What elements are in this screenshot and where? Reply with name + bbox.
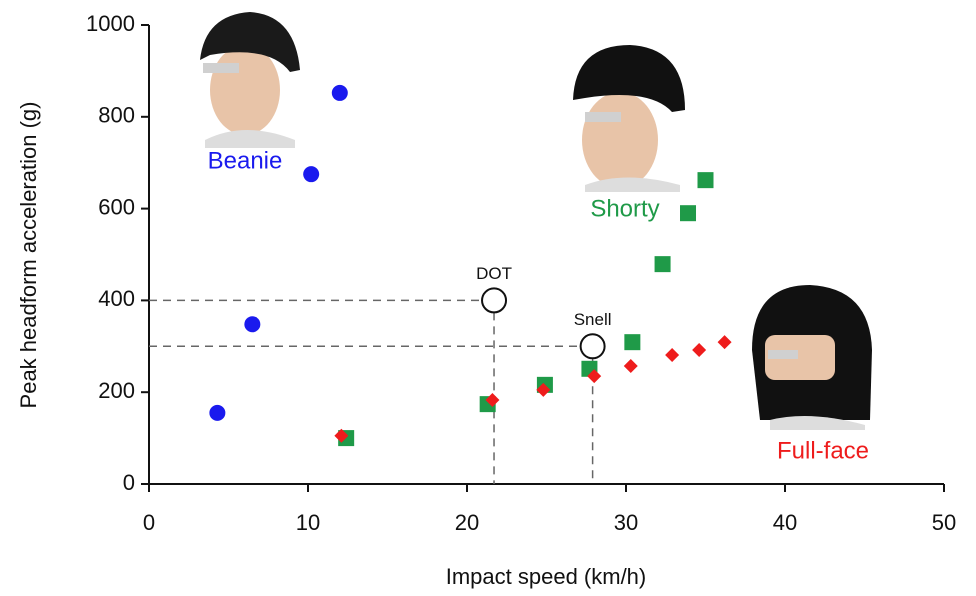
point <box>587 369 602 384</box>
y-tick-label: 400 <box>98 286 135 311</box>
point <box>303 166 320 183</box>
x-tick-label: 0 <box>143 510 155 535</box>
y-tick-label: 800 <box>98 103 135 128</box>
point <box>692 342 707 357</box>
point <box>665 348 680 363</box>
point <box>536 382 551 397</box>
x-tick-label: 10 <box>296 510 320 535</box>
helmet-full-face-photo <box>752 285 872 430</box>
x-axis-label: Impact speed (km/h) <box>446 564 647 589</box>
point <box>334 428 349 443</box>
reference-point <box>481 287 508 314</box>
series-label: Beanie <box>208 147 283 174</box>
x-tick-label: 50 <box>932 510 956 535</box>
point <box>680 205 697 222</box>
point <box>624 334 641 351</box>
y-tick-label: 200 <box>98 378 135 403</box>
x-tick-label: 20 <box>455 510 479 535</box>
point <box>623 359 638 374</box>
x-tick-label: 30 <box>614 510 638 535</box>
point <box>209 404 226 421</box>
helmet-shorty-photo <box>573 45 685 192</box>
point <box>244 316 261 333</box>
reference-point <box>579 333 606 360</box>
y-tick-label: 0 <box>123 470 135 495</box>
y-axis-label: Peak headform acceleration (g) <box>16 102 41 409</box>
point <box>485 393 500 408</box>
x-tick-label: 40 <box>773 510 797 535</box>
reference-label: Snell <box>574 310 612 329</box>
y-tick-label: 600 <box>98 194 135 219</box>
point <box>654 256 671 273</box>
point <box>717 335 732 350</box>
point <box>697 172 714 189</box>
reference-label: DOT <box>476 264 512 283</box>
helmet-beanie-photo <box>200 12 300 148</box>
series-label: Shorty <box>590 195 659 222</box>
y-tick-label: 1000 <box>86 11 135 36</box>
point <box>331 84 348 101</box>
series-label: Full-face <box>777 437 869 464</box>
